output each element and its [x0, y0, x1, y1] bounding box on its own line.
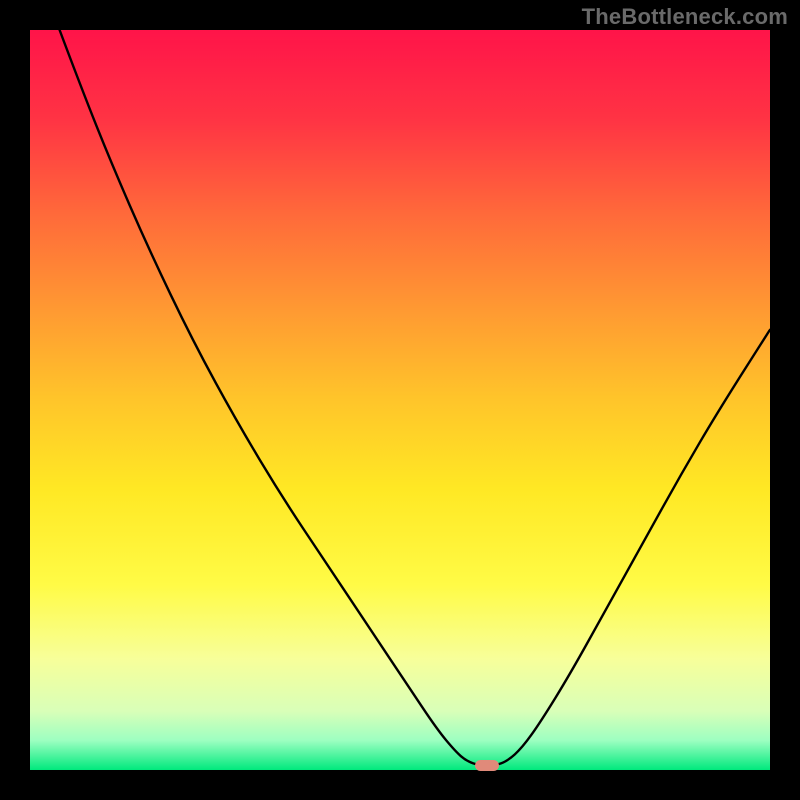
curve-path	[60, 30, 770, 766]
optimal-marker	[475, 760, 499, 771]
watermark-text: TheBottleneck.com	[582, 4, 788, 30]
chart-frame: TheBottleneck.com	[0, 0, 800, 800]
plot-area	[30, 30, 770, 770]
bottleneck-curve	[30, 30, 770, 770]
